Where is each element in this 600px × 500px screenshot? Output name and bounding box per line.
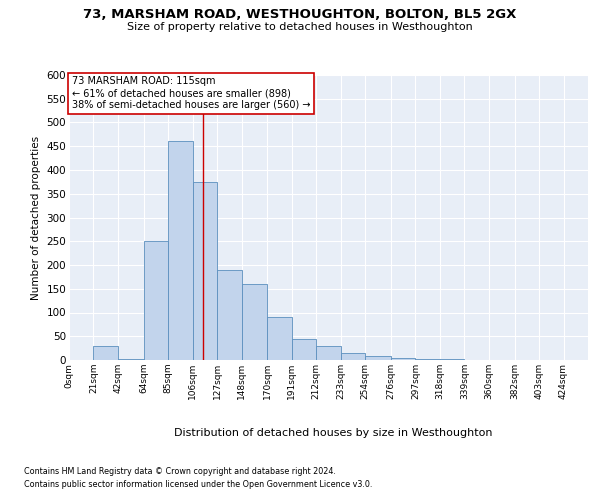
Bar [365,356,391,360]
Text: 73 MARSHAM ROAD: 115sqm
← 61% of detached houses are smaller (898)
38% of semi-d: 73 MARSHAM ROAD: 115sqm ← 61% of detache… [71,76,310,110]
Text: Size of property relative to detached houses in Westhoughton: Size of property relative to detached ho… [127,22,473,32]
Text: Contains HM Land Registry data © Crown copyright and database right 2024.: Contains HM Land Registry data © Crown c… [24,467,336,476]
Bar [440,359,464,360]
Bar [242,284,267,360]
Y-axis label: Number of detached properties: Number of detached properties [31,136,41,300]
Text: 73, MARSHAM ROAD, WESTHOUGHTON, BOLTON, BL5 2GX: 73, MARSHAM ROAD, WESTHOUGHTON, BOLTON, … [83,8,517,20]
Bar [341,353,365,360]
Bar [316,346,341,360]
Bar [168,142,193,360]
Bar [292,338,316,360]
Bar [415,359,440,360]
Bar [391,358,415,360]
Text: Contains public sector information licensed under the Open Government Licence v3: Contains public sector information licen… [24,480,373,489]
Bar [217,270,242,360]
Bar [94,346,118,360]
Text: Distribution of detached houses by size in Westhoughton: Distribution of detached houses by size … [174,428,492,438]
Bar [193,182,217,360]
Bar [118,359,143,360]
Bar [143,242,168,360]
Bar [267,318,292,360]
